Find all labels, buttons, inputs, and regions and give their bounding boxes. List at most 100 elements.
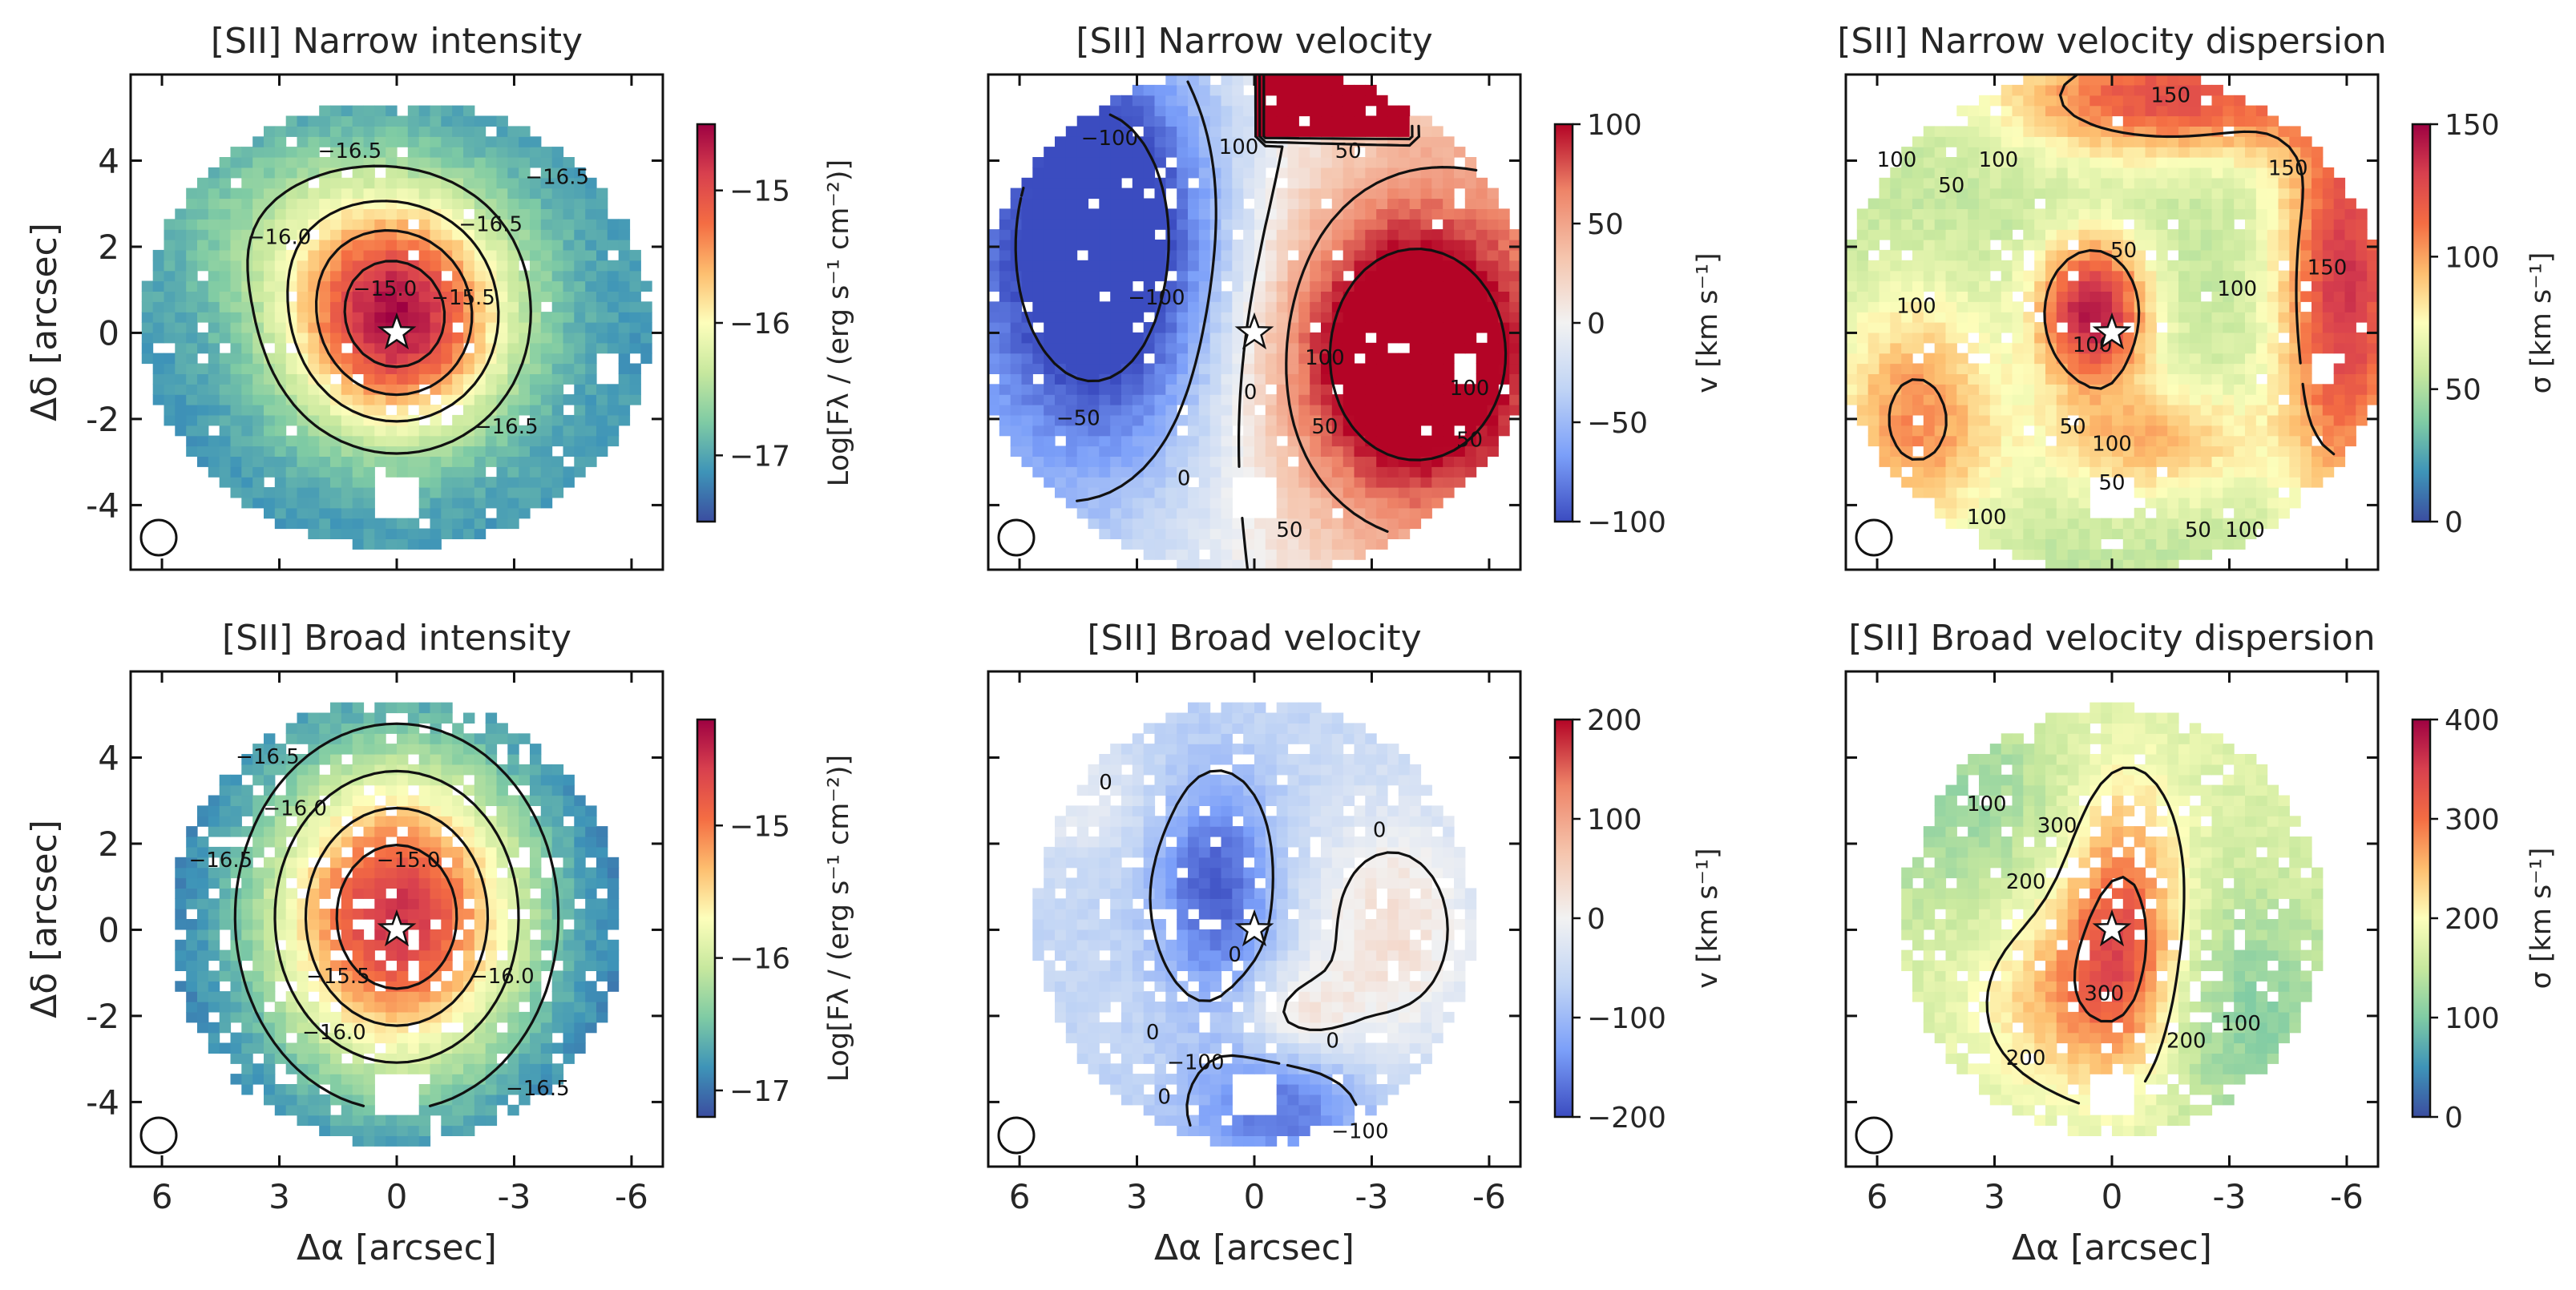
heatmap-cell (341, 312, 353, 323)
heatmap-cell (1021, 394, 1033, 405)
heatmap-cell (264, 487, 276, 498)
heatmap-cell (1487, 208, 1499, 220)
heatmap-cell (551, 405, 564, 416)
heatmap-cell (2012, 312, 2024, 323)
heatmap-cell (2223, 405, 2235, 416)
heatmap-cell (2122, 249, 2135, 261)
heatmap-cell (452, 291, 464, 302)
heatmap-cell (1209, 445, 1222, 457)
heatmap-cell (2223, 280, 2235, 292)
heatmap-cell (2001, 538, 2013, 550)
heatmap-cell (2322, 260, 2335, 272)
heatmap-cell (2156, 249, 2168, 261)
heatmap-cell (1076, 240, 1089, 251)
heatmap-cell (496, 208, 508, 220)
heatmap-cell (2200, 414, 2213, 426)
heatmap-cell (1265, 105, 1278, 117)
heatmap-cell (1076, 353, 1089, 365)
heatmap-cell (519, 219, 531, 230)
heatmap-cell (2278, 270, 2290, 282)
heatmap-cell (1076, 136, 1089, 147)
heatmap-cell (241, 405, 253, 416)
heatmap-cell (1010, 394, 1023, 405)
heatmap-cell (2089, 425, 2102, 437)
heatmap-cell (2367, 260, 2378, 272)
heatmap-cell (397, 384, 409, 395)
heatmap-cell (1365, 229, 1377, 240)
heatmap-cell (352, 115, 365, 127)
heatmap-cell (2156, 384, 2168, 395)
heatmap-cell (1409, 136, 1422, 147)
heatmap-cell (1177, 219, 1189, 230)
heatmap-cell (1065, 332, 1078, 344)
heatmap-cell (186, 301, 198, 312)
heatmap-cell (418, 157, 431, 168)
heatmap-cell (1298, 219, 1310, 230)
heatmap-cell (2023, 322, 2035, 333)
heatmap-cell (2145, 384, 2157, 395)
heatmap-cell (618, 373, 631, 385)
heatmap-cell (252, 229, 264, 240)
heatmap-cell (2122, 394, 2135, 405)
heatmap-cell (2333, 332, 2346, 344)
heatmap-cell (530, 445, 542, 457)
heatmap-cell (241, 187, 253, 200)
heatmap-cell (2200, 425, 2213, 437)
heatmap-cell (540, 280, 553, 292)
heatmap-cell (1121, 466, 1133, 478)
heatmap-cell (1021, 342, 1033, 354)
heatmap-cell (2122, 187, 2135, 200)
heatmap-cell (1276, 445, 1289, 457)
heatmap-cell (152, 322, 165, 333)
heatmap-cell (2122, 435, 2135, 447)
heatmap-cell (186, 229, 198, 240)
heatmap-cell (2156, 405, 2168, 416)
heatmap-cell (1846, 249, 1858, 261)
heatmap-cell (2067, 332, 2080, 344)
heatmap-cell (1376, 312, 1388, 323)
heatmap-cell (2367, 301, 2378, 312)
heatmap-cell (1901, 425, 1913, 437)
heatmap-cell (463, 497, 475, 509)
heatmap-cell (2289, 425, 2301, 437)
heatmap-cell (2178, 198, 2190, 209)
heatmap-cell (563, 301, 575, 312)
heatmap-cell (1132, 384, 1145, 395)
heatmap-cell (2078, 445, 2090, 457)
heatmap-cell (1021, 425, 1033, 437)
heatmap-cell (1431, 280, 1443, 292)
heatmap-cell (999, 363, 1011, 374)
heatmap-cell (1221, 177, 1233, 189)
heatmap-cell (1956, 270, 1968, 282)
heatmap-cell (452, 518, 464, 530)
heatmap-cell (2255, 240, 2268, 251)
heatmap-cell (2134, 507, 2146, 519)
heatmap-cell (2189, 312, 2202, 323)
heatmap-cell (496, 405, 508, 416)
heatmap-cell (2211, 435, 2223, 447)
heatmap-cell (1945, 240, 1957, 251)
heatmap-cell (407, 147, 420, 158)
heatmap-cell (2034, 384, 2046, 395)
heatmap-cell (1110, 240, 1122, 251)
heatmap-cell (1143, 394, 1156, 405)
heatmap-cell (219, 312, 232, 323)
heatmap-cell (1476, 353, 1488, 365)
heatmap-cell (530, 497, 542, 509)
heatmap-cell (2034, 249, 2046, 261)
heatmap-cell (1298, 549, 1310, 560)
heatmap-cell (540, 477, 553, 488)
heatmap-cell (585, 260, 597, 272)
heatmap-cell (352, 425, 365, 437)
heatmap-cell (363, 487, 375, 498)
heatmap-cell (1912, 342, 1924, 354)
heatmap-cell (1165, 456, 1177, 467)
heatmap-cell (2167, 167, 2179, 179)
heatmap-cell (285, 445, 298, 457)
heatmap-cell (397, 270, 409, 282)
heatmap-cell (2122, 157, 2135, 168)
heatmap-cell (418, 260, 431, 272)
heatmap-cell (540, 497, 553, 509)
heatmap-cell (1243, 136, 1255, 147)
heatmap-cell (1890, 373, 1902, 385)
